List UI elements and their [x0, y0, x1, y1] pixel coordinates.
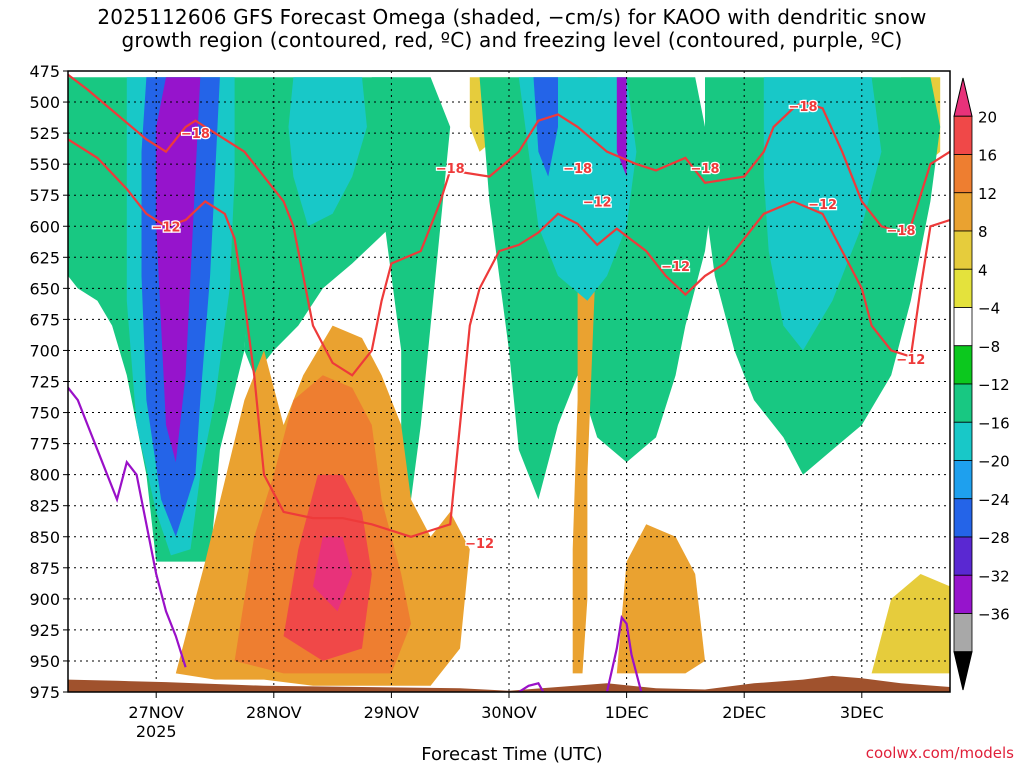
- colorbar-swatch-9: [953, 421, 973, 461]
- colorbar-swatch-7: [953, 345, 973, 385]
- y-tick-label-750: 750: [29, 404, 60, 423]
- x-axis-title: Forecast Time (UTC): [421, 744, 603, 765]
- x-tick-label-28NOV: 28NOV: [246, 703, 302, 722]
- x-tick-label-2DEC: 2DEC: [722, 703, 766, 722]
- y-tick-label-900: 900: [29, 590, 60, 609]
- contour-label-1-5: −12: [896, 353, 925, 368]
- colorbar-label-0: 20: [978, 108, 997, 126]
- y-tick-label-650: 650: [29, 279, 60, 298]
- shaded-field: −18 −18 −18 −18 −18 −18 −12 −12 −12 −12 −12 −12: [68, 71, 950, 692]
- colorbar-swatch-13: [953, 574, 973, 614]
- freezing-level-contour-3: [518, 682, 545, 692]
- contour-label-1-1: −12: [465, 537, 494, 552]
- y-tick-label-700: 700: [29, 341, 60, 360]
- contour-label-0-5: −18: [887, 224, 916, 239]
- y-tick-label-600: 600: [29, 217, 60, 236]
- y-tick-label-625: 625: [29, 248, 60, 267]
- colorbar-swatch-3: [953, 192, 973, 232]
- y-tick-label-825: 825: [29, 497, 60, 516]
- y-tick-label-475: 475: [29, 62, 60, 81]
- y-tick-label-975: 975: [29, 683, 60, 702]
- credit-link[interactable]: coolwx.com/models: [865, 744, 1014, 762]
- y-tick-label-550: 550: [29, 155, 60, 174]
- x-tick-label-27NOV: 27NOV: [128, 703, 184, 722]
- colorbar-label-11: −28: [978, 529, 1010, 547]
- contour-label-0-1: −18: [436, 162, 465, 177]
- y-tick-label-575: 575: [29, 186, 60, 205]
- contour-label-0-0: −18: [181, 127, 210, 142]
- colorbar-swatch-2: [953, 154, 973, 194]
- omega-region-rising-30nov-max: [533, 77, 558, 177]
- x-tick-label-30NOV: 30NOV: [481, 703, 537, 722]
- colorbar-swatch-6: [953, 307, 973, 347]
- x-tick-sublabel-27NOV: 2025: [136, 722, 177, 741]
- contour-label-0-3: −18: [691, 162, 720, 177]
- colorbar-label-10: −24: [978, 491, 1010, 509]
- colorbar-cap-top: [953, 77, 973, 117]
- colorbar-label-5: −4: [978, 300, 1000, 318]
- colorbar-label-9: −20: [978, 453, 1010, 471]
- contour-label-0-2: −18: [563, 162, 592, 177]
- colorbar-swatch-8: [953, 383, 973, 423]
- axes: 475 500 525 550 575 600 625 650 675 700 725 750 775 8…: [29, 62, 951, 741]
- colorbar-swatch-14: [953, 613, 973, 653]
- colorbar-label-3: 8: [978, 223, 988, 241]
- freezing-level-contour-2: [68, 387, 187, 668]
- colorbar-label-12: −32: [978, 567, 1010, 585]
- y-tick-label-500: 500: [29, 93, 60, 112]
- plot-area: −18 −18 −18 −18 −18 −18 −12 −12 −12 −12 −12 −12: [68, 71, 950, 692]
- x-tick-label-1DEC: 1DEC: [605, 703, 649, 722]
- omega-region-rising-28nov-upper: [244, 77, 402, 376]
- freezing-level-contour-4: [605, 614, 643, 692]
- contour-label-1-4: −12: [808, 198, 837, 213]
- colorbar-swatch-12: [953, 536, 973, 576]
- omega-region-sinking-3dec-surface: [871, 574, 950, 674]
- colorbar-swatch-10: [953, 460, 973, 500]
- omega-region-sinking-28nov-max: [313, 536, 353, 612]
- chart-title-line1: 2025112606 GFS Forecast Omega (shaded, −…: [97, 5, 927, 29]
- omega-region-sinking-1dec: [616, 524, 705, 674]
- colorbar-label-8: −16: [978, 414, 1010, 432]
- dgz-contour-1: [68, 138, 950, 538]
- contour-label-0-4: −18: [789, 100, 818, 115]
- y-tick-label-850: 850: [29, 528, 60, 547]
- colorbar-swatch-1: [953, 115, 973, 155]
- colorbar-label-1: 16: [978, 147, 997, 165]
- omega-region-rising-28nov-core: [288, 77, 367, 227]
- y-tick-label-775: 775: [29, 435, 60, 454]
- contour-label-1-0: −12: [152, 220, 181, 235]
- colorbar-label-6: −8: [978, 338, 1000, 356]
- x-tick-label-29NOV: 29NOV: [364, 703, 420, 722]
- y-tick-label-525: 525: [29, 124, 60, 143]
- colorbar-label-7: −12: [978, 376, 1010, 394]
- colorbar-swatch-5: [953, 268, 973, 308]
- x-tick-label-3DEC: 3DEC: [840, 703, 884, 722]
- colorbar-label-2: 12: [978, 185, 997, 203]
- y-tick-label-800: 800: [29, 466, 60, 485]
- y-tick-label-950: 950: [29, 652, 60, 671]
- y-tick-label-925: 925: [29, 621, 60, 640]
- y-tick-label-725: 725: [29, 373, 60, 392]
- y-tick-label-675: 675: [29, 310, 60, 329]
- colorbar-label-13: −36: [978, 606, 1010, 624]
- terrain: [68, 675, 950, 692]
- contour-label-1-3: −12: [661, 260, 690, 275]
- dgz-contour-0: [68, 73, 950, 377]
- colorbar-cap-bottom: [953, 651, 973, 691]
- chart-title: 2025112606 GFS Forecast Omega (shaded, −…: [0, 6, 1024, 52]
- contour-label-1-2: −12: [583, 195, 612, 210]
- colorbar-label-4: 4: [978, 261, 988, 279]
- y-tick-label-875: 875: [29, 559, 60, 578]
- colorbar-swatch-4: [953, 230, 973, 270]
- chart-title-line2: growth region (contoured, red, ºC) and f…: [121, 28, 903, 52]
- omega-region-rising-1dec-max: [616, 77, 627, 177]
- colorbar: 20 16 12 8 4 −4 −8 −12 −16 −20 −24 −28 −32 −36: [953, 77, 1010, 691]
- colorbar-swatch-11: [953, 498, 973, 538]
- omega-region-strong-rising-27nov: [156, 77, 201, 463]
